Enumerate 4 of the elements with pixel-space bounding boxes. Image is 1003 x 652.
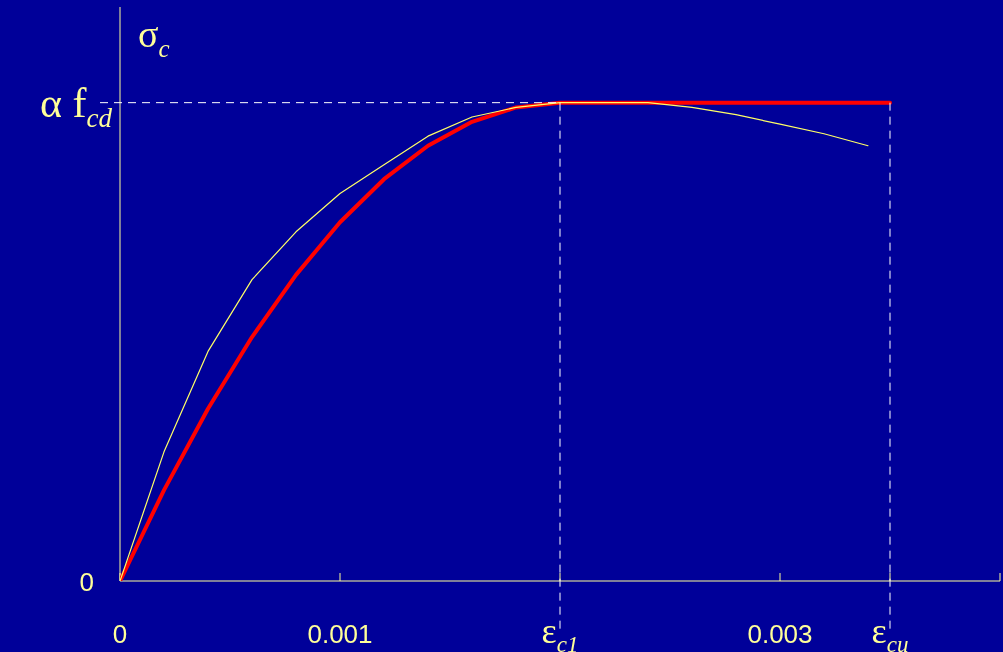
x-tick-label: 0.003 <box>747 619 813 649</box>
x-tick-label: 0.001 <box>307 619 373 649</box>
x-tick-label: 0 <box>112 619 128 649</box>
annotation: 0 <box>79 567 95 597</box>
